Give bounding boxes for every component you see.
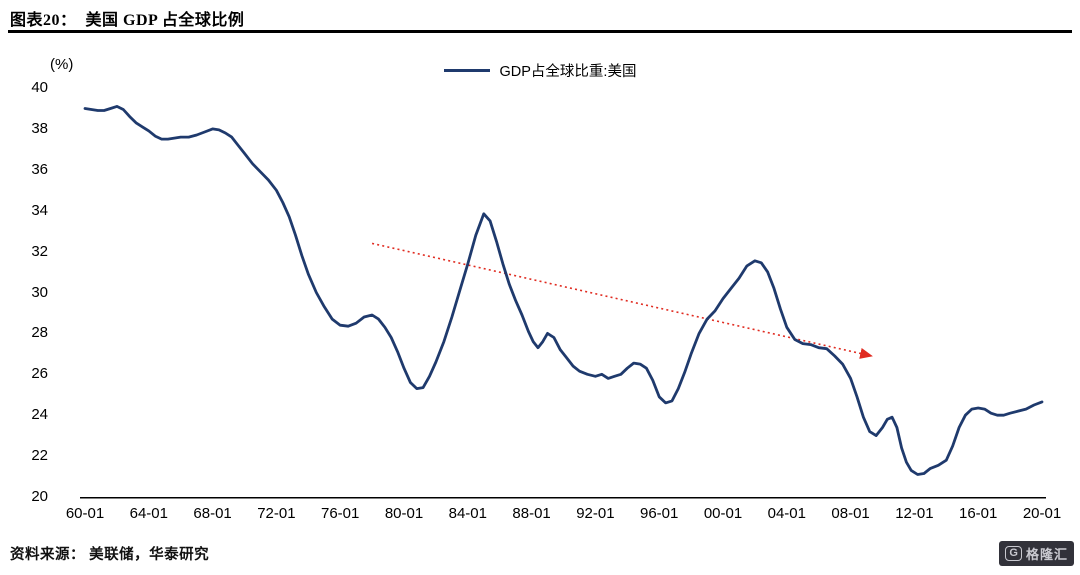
gdp-share-line [83,104,1044,476]
x-tick-label: 08-01 [831,505,870,522]
y-tick-label: 30 [31,283,48,301]
x-tick-label: 64-01 [129,505,168,522]
x-tick-label: 04-01 [767,505,806,522]
title-divider [8,30,1072,33]
logo-text: 格隆汇 [1025,547,1068,562]
y-tick-label: 40 [31,79,48,96]
y-tick-label: 32 [31,242,48,260]
x-tick-label: 12-01 [895,505,934,522]
x-tick-label: 76-01 [321,505,360,522]
y-tick-label: 22 [31,447,48,465]
x-tick-label: 60-01 [65,505,105,522]
x-tick-label: 72-01 [257,505,296,522]
x-tick-label: 80-01 [384,505,424,522]
y-axis-unit: (%) [50,56,74,73]
chart-area: 40 38 36 34 32 30 28 26 24 22 20 60-01 64-01 68-01 72… [0,78,1080,538]
x-tick-label: 68-01 [193,505,232,522]
y-tick-label: 36 [31,160,48,178]
y-tick-label: 20 [31,488,48,505]
x-tick-label: 88-01 [512,505,551,522]
source-note: 资料来源： 美联储，华泰研究 [10,547,210,563]
line-chart [80,104,1046,499]
gelonghui-logo: G 格隆汇 [999,541,1074,566]
legend-line-swatch [443,69,490,72]
legend-label: GDP占全球比重:美国 [499,64,637,80]
y-tick-label: 34 [31,201,48,219]
y-tick-label: 26 [31,365,48,383]
y-tick-label: 28 [31,324,48,342]
y-tick-label: 24 [31,406,48,424]
x-tick-label: 16-01 [959,505,998,522]
logo-g-icon: G [1005,546,1022,561]
x-tick-label: 96-01 [640,505,679,522]
trend-arrow [371,242,873,359]
x-tick-label: 20-01 [1022,505,1062,522]
x-tick-label: 84-01 [448,505,487,522]
x-tick-label: 00-01 [703,505,743,522]
y-tick-label: 38 [31,119,48,137]
chart-title: 图表20： 美国 GDP 占全球比例 [10,12,245,29]
legend: GDP占全球比重:美国 [0,60,1080,81]
x-tick-label: 92-01 [576,505,615,522]
